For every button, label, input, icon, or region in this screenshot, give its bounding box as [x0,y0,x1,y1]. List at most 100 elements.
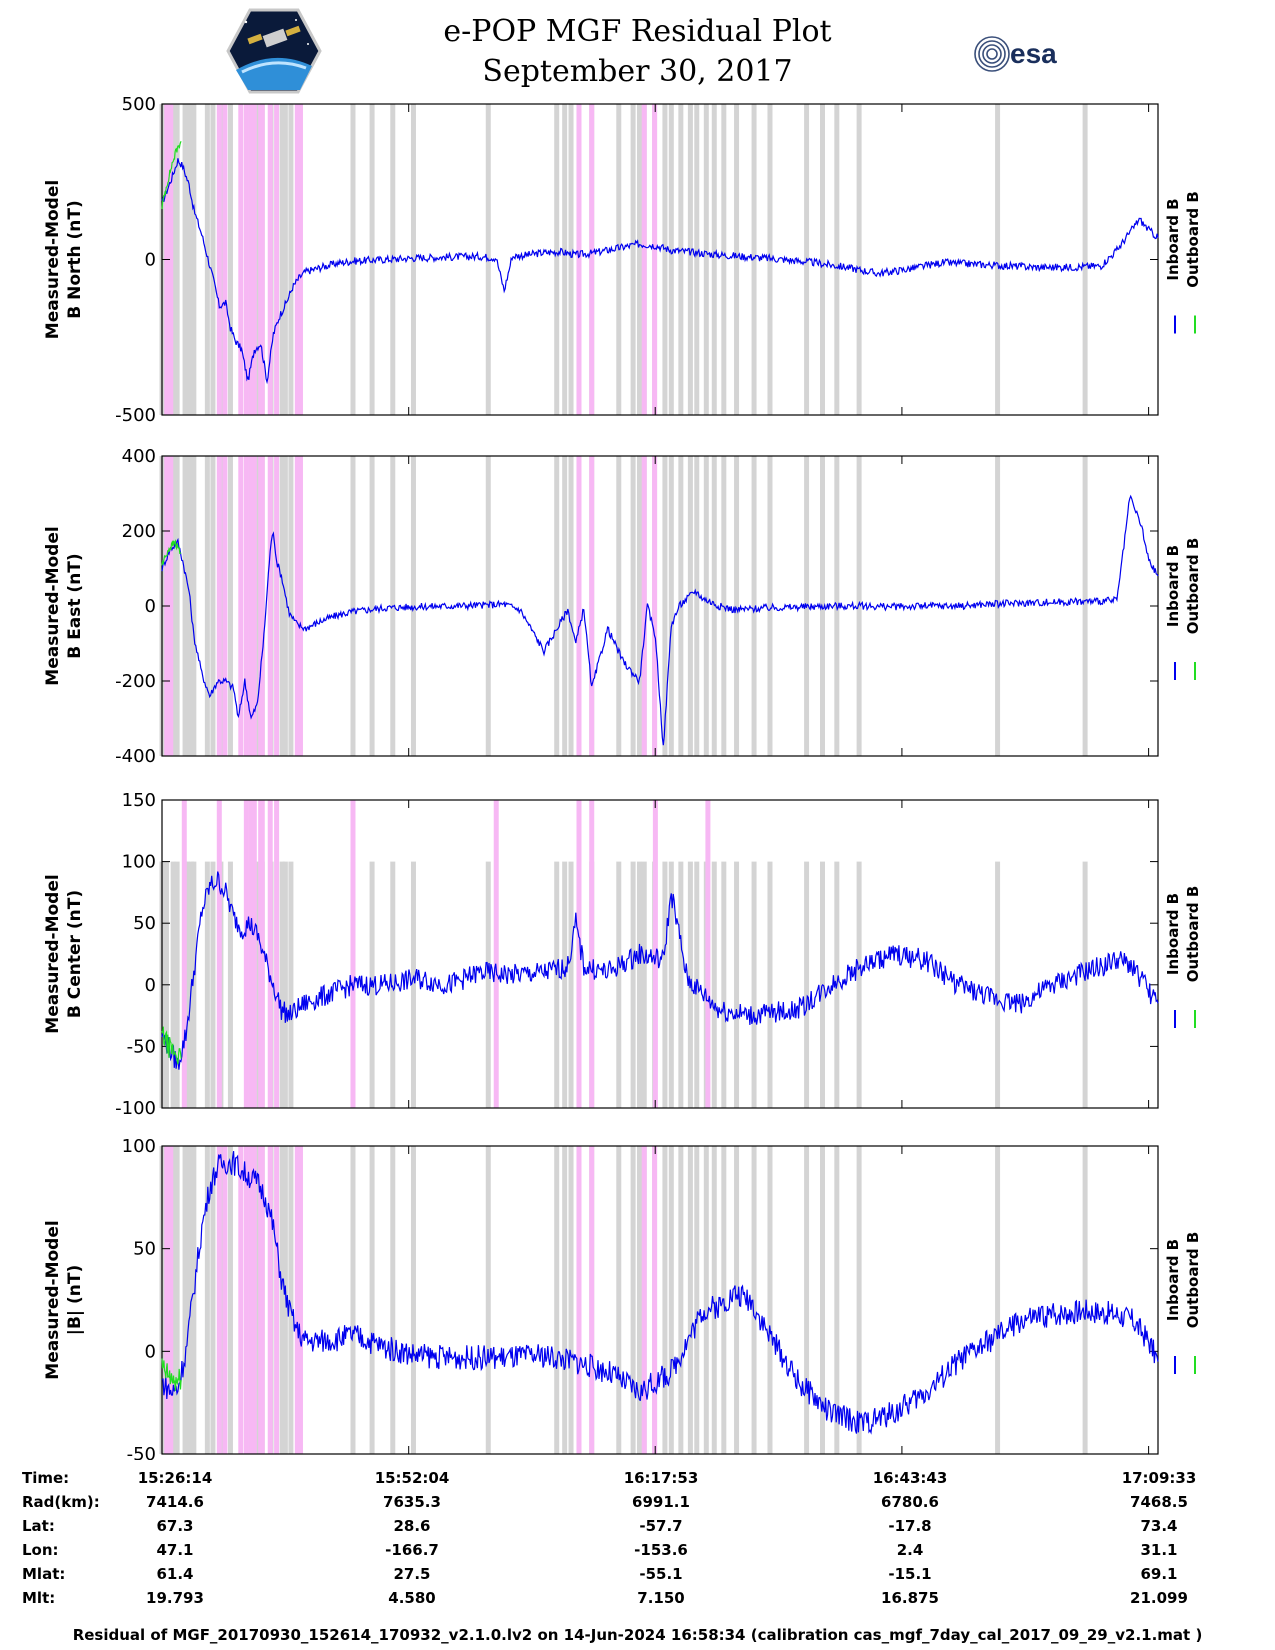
pink-flag-band [238,1146,244,1454]
table-cell: 15:26:14 [137,1469,213,1487]
gray-data-gap-band [995,1146,1001,1454]
table-cell: 21.099 [1130,1589,1188,1607]
table-cell: 19.793 [146,1589,204,1607]
gray-data-gap-band [184,456,190,756]
axes-box [161,1145,1159,1455]
gray-data-gap-band [568,456,574,756]
gray-data-gap-band [562,1146,568,1454]
gray-data-gap-band [856,456,862,756]
y-tick-label: 0 [145,975,156,996]
legend-label: Inboard B [1164,545,1182,627]
cassiope-mission-patch [226,8,322,94]
legend-label: Outboard B [1184,191,1202,288]
pink-flag-band [294,456,300,756]
table-row-label: Lat: [22,1517,55,1535]
gray-data-gap-band [410,456,416,756]
y-tick-label: 400 [122,446,156,467]
y-tick-label: 50 [133,1239,156,1260]
series-line-inboard [161,1151,1159,1435]
table-cell: 28.6 [393,1517,431,1535]
pink-flag-band [576,1146,582,1454]
table-cell: 16:17:53 [623,1469,699,1487]
gray-data-gap-band [711,104,717,415]
gray-data-gap-band [369,104,375,415]
gray-data-gap-band [678,1146,684,1454]
gray-data-gap-band [703,1146,709,1454]
axes-box [161,103,1159,416]
series-line-inboard [161,871,1159,1070]
gray-data-gap-band [834,1146,840,1454]
gray-data-gap-band [668,104,674,415]
gray-data-gap-band [568,1146,574,1454]
series-line-outboard [161,141,182,210]
pink-flag-band [589,456,595,756]
gray-data-gap-band [279,861,285,1108]
gray-data-gap-band [995,104,1001,415]
y-axis-label: B Center (nT) [65,890,85,1018]
table-cell: 4.580 [388,1589,436,1607]
table-cell: 17:09:33 [1121,1469,1197,1487]
y-tick-label: 500 [122,94,156,115]
gray-data-gap-band [668,456,674,756]
gray-data-gap-band [279,104,285,415]
pink-flag-band [248,456,254,756]
gray-data-gap-band [630,861,636,1108]
gray-data-gap-band [210,104,216,415]
pink-flag-band [576,104,582,415]
y-tick-label: -200 [115,671,156,692]
legend-label: Outboard B [1184,538,1202,635]
gray-data-gap-band [282,861,288,1108]
table-cell: 6991.1 [632,1493,690,1511]
gray-data-gap-band [369,456,375,756]
pink-flag-band [705,800,711,1108]
gray-data-gap-band [279,1146,285,1454]
pink-flag-band [641,104,647,415]
gray-data-gap-band [204,104,210,415]
gray-data-gap-band [678,104,684,415]
table-cell: 6780.6 [881,1493,939,1511]
y-tick-label: 50 [133,913,156,934]
gray-data-gap-band [687,104,693,415]
pink-flag-band [274,456,280,756]
gray-data-gap-band [350,456,356,756]
gray-data-gap-band [210,1146,216,1454]
legend-label: Inboard B [1164,1239,1182,1321]
gray-data-gap-band [227,861,233,1108]
y-axis-label: B North (nT) [65,200,85,319]
gray-data-gap-band [694,456,700,756]
table-cell: 69.1 [1140,1565,1178,1583]
gray-data-gap-band [694,1146,700,1454]
chart-title: e-POP MGF Residual Plot [443,14,832,49]
gray-data-gap-band [662,1146,668,1454]
gray-data-gap-band [390,104,396,415]
table-row-label: Mlat: [22,1565,66,1583]
gray-data-gap-band [390,861,396,1108]
y-tick-label: -50 [127,1444,156,1460]
y-tick-label: 150 [122,790,156,811]
pink-flag-band [641,456,647,756]
pink-flag-band [652,104,658,415]
gray-data-gap-band [834,104,840,415]
table-cell: -57.7 [639,1517,683,1535]
gray-data-gap-band [616,104,622,415]
table-cell: -55.1 [639,1565,683,1583]
gray-data-gap-band [819,104,825,415]
gray-data-gap-band [641,861,647,1108]
table-cell: 7414.6 [146,1493,204,1511]
gray-data-gap-band [636,1146,642,1454]
pink-flag-band [248,104,254,415]
y-tick-label: 0 [145,250,156,271]
axes-box [161,455,1159,757]
legend-label: Outboard B [1184,886,1202,983]
table-cell: 7635.3 [383,1493,441,1511]
table-cell: 73.4 [1140,1517,1178,1535]
gray-data-gap-band [227,1146,233,1454]
gray-data-gap-band [1082,456,1088,756]
gray-data-gap-band [184,104,190,415]
gray-data-gap-band [174,456,180,756]
pink-flag-band [297,104,303,415]
gray-data-gap-band [711,1146,717,1454]
y-tick-label: -100 [115,1098,156,1119]
y-axis-label: Measured-Model [43,526,63,685]
series-line-outboard [161,1026,182,1065]
